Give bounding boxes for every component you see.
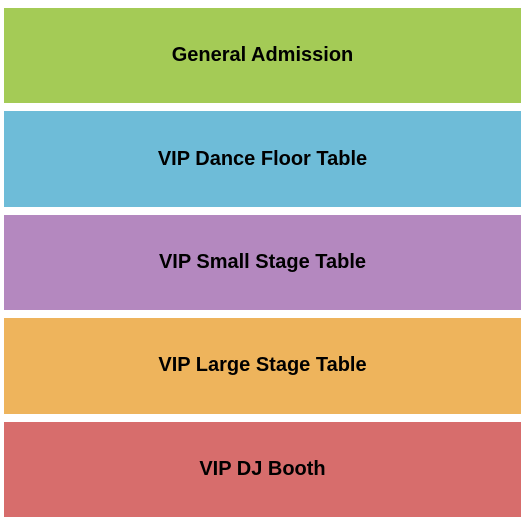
section-vip-dj-booth[interactable]: VIP DJ Booth — [4, 422, 521, 517]
section-label: VIP Small Stage Table — [159, 251, 366, 274]
section-label: General Admission — [172, 44, 354, 67]
section-label: VIP Dance Floor Table — [158, 148, 367, 171]
section-vip-small-stage-table[interactable]: VIP Small Stage Table — [4, 215, 521, 310]
seating-chart: General Admission VIP Dance Floor Table … — [0, 0, 525, 525]
section-general-admission[interactable]: General Admission — [4, 8, 521, 103]
section-vip-dance-floor-table[interactable]: VIP Dance Floor Table — [4, 111, 521, 206]
section-vip-large-stage-table[interactable]: VIP Large Stage Table — [4, 318, 521, 413]
section-label: VIP Large Stage Table — [158, 354, 366, 377]
section-label: VIP DJ Booth — [199, 458, 325, 481]
